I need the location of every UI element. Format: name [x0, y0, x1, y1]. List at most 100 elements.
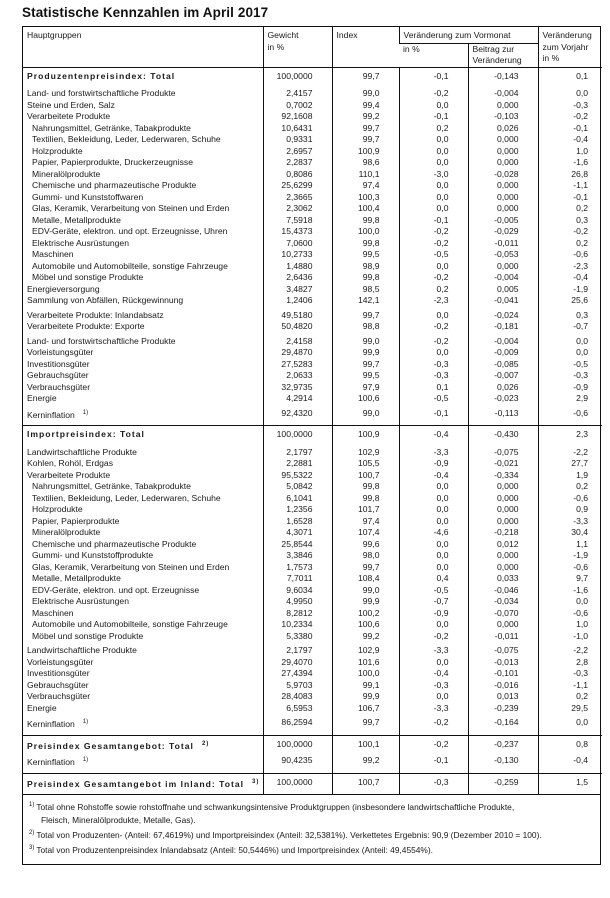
- vormonat-pct-cell: -0,1: [398, 752, 468, 773]
- header-gewicht: Gewicht in %: [262, 27, 332, 67]
- index-cell: 97,9: [331, 381, 399, 393]
- row-label-text: Holzprodukte: [32, 504, 83, 514]
- vorjahr-cell: 0,3: [537, 214, 603, 226]
- beitrag-cell: 0,005: [467, 283, 539, 295]
- vormonat-pct-cell: 0,4: [398, 573, 468, 585]
- gewicht-cell: 1,2356: [262, 504, 332, 516]
- vorjahr-cell: 0,8: [537, 734, 603, 752]
- beitrag-cell: 0,033: [467, 573, 539, 585]
- table-row: Holzprodukte 2,6957 100,9 0,0 0,000 1,0: [23, 145, 603, 157]
- vormonat-pct-cell: -3,3: [398, 642, 468, 657]
- beitrag-cell: -0,016: [467, 679, 539, 691]
- row-label: Land- und forstwirtschaftliche Produkte: [23, 82, 263, 100]
- index-cell: 99,7: [331, 306, 399, 321]
- header-index: Index: [331, 27, 399, 67]
- index-cell: 99,7: [331, 66, 399, 82]
- table-row: Landwirtschaftliche Produkte 2,1797 102,9-…: [23, 642, 603, 657]
- index-cell: 142,1: [331, 295, 399, 307]
- vorjahr-cell: 1,0: [537, 619, 603, 631]
- header-vorjahr-line1: Veränderung: [542, 30, 592, 40]
- vormonat-pct-cell: 0,0: [398, 492, 468, 504]
- row-label-text: Landwirtschaftliche Produkte: [27, 645, 137, 655]
- gewicht-cell: 7,5918: [262, 214, 332, 226]
- beitrag-cell: 0,000: [467, 157, 539, 169]
- index-cell: 99,0: [331, 332, 399, 347]
- beitrag-cell: -0,103: [467, 111, 539, 123]
- header-vormonat: Veränderung zum Vormonat: [398, 27, 539, 43]
- gewicht-cell: 6,1041: [262, 492, 332, 504]
- vormonat-pct-cell: 0,2: [398, 122, 468, 134]
- table-row: Elektrische Ausrüstungen 7,0600 99,8 -0,2 -0…: [23, 237, 603, 249]
- vormonat-pct-cell: -0,9: [398, 458, 468, 470]
- row-label: Verarbeitete Produkte: Inlandabsatz: [23, 307, 263, 322]
- index-cell: 99,9: [331, 347, 399, 359]
- gewicht-cell: 50,4820: [262, 321, 332, 333]
- vorjahr-cell: -0,6: [537, 492, 603, 504]
- footnote-mark: 3): [29, 845, 35, 851]
- footnote-text: Total von Produzenten- (Anteil: 67,4619%…: [36, 830, 542, 840]
- vorjahr-cell: -1,1: [537, 679, 603, 691]
- vorjahr-cell: -0,6: [537, 249, 603, 261]
- vorjahr-cell: -1,9: [537, 550, 603, 562]
- index-cell: 99,7: [331, 714, 399, 735]
- row-label-text: Preisindex Gesamtangebot im Inland: Tota…: [27, 778, 245, 789]
- row-label: Verarbeitete Produkte: [23, 470, 263, 482]
- index-cell: 97,4: [331, 515, 399, 527]
- index-cell: 101,7: [331, 504, 399, 516]
- row-label-text: Kerninflation: [27, 719, 75, 729]
- row-label-text: Chemische und pharmazeutische Produkte: [32, 180, 197, 190]
- row-label: EDV-Geräte, elektron. und opt. Erzeugnis…: [23, 226, 263, 238]
- gewicht-cell: 2,1797: [262, 642, 332, 657]
- beitrag-cell: -0,004: [467, 82, 539, 100]
- row-label-text: Sammlung von Abfällen, Rückgewinnung: [27, 295, 184, 305]
- vorjahr-cell: -1,9: [537, 283, 603, 295]
- row-label: Investitionsgüter: [23, 668, 263, 680]
- beitrag-cell: 0,000: [467, 550, 539, 562]
- index-cell: 98,6: [331, 157, 399, 169]
- gewicht-cell: 3,4827: [262, 283, 332, 295]
- row-label-text: Kohlen, Rohöl, Erdgas: [27, 458, 113, 468]
- header-hauptgruppen: Hauptgruppen: [27, 30, 82, 40]
- vormonat-pct-cell: -0,1: [398, 111, 468, 123]
- table-row: Maschinen 8,2812 100,2 -0,9 -0,070 -0,6: [23, 607, 603, 619]
- vorjahr-cell: 0,0: [537, 714, 603, 735]
- vormonat-pct-cell: -2,3: [398, 295, 468, 307]
- gewicht-cell: 1,2406: [262, 295, 332, 307]
- index-cell: 99,8: [331, 272, 399, 284]
- gewicht-cell: 0,8086: [262, 168, 332, 180]
- gewicht-cell: 25,6299: [262, 180, 332, 192]
- index-cell: 99,8: [331, 481, 399, 493]
- beitrag-cell: -0,004: [467, 272, 539, 284]
- table-row: Metalle, Metallprodukte 7,5918 99,8 -0,1 -0,…: [23, 214, 603, 226]
- beitrag-cell: -0,005: [467, 214, 539, 226]
- table-row: Sammlung von Abfällen, Rückgewinnung 1,24…: [23, 295, 603, 307]
- vorjahr-cell: -2,2: [537, 642, 603, 657]
- table-row: Verarbeitete Produkte 95,5322 100,7 -0,4 -0,…: [23, 469, 603, 482]
- beitrag-cell: 0,000: [467, 504, 539, 516]
- gewicht-cell: 2,0633: [262, 370, 332, 382]
- beitrag-cell: -0,085: [467, 358, 539, 370]
- vorjahr-cell: -0,2: [537, 111, 603, 123]
- index-cell: 102,9: [331, 440, 399, 458]
- index-cell: 99,7: [331, 561, 399, 573]
- vormonat-pct-cell: -0,1: [398, 404, 468, 426]
- vormonat-pct-cell: -0,5: [398, 393, 468, 405]
- vorjahr-cell: 0,1: [537, 66, 603, 82]
- vormonat-pct-cell: 0,0: [398, 306, 468, 321]
- index-cell: 101,6: [331, 656, 399, 668]
- total-row: Importpreisindex: Total 100,0000 100,9 -0,4…: [23, 425, 603, 441]
- index-cell: 108,4: [331, 573, 399, 585]
- table-row: Investitionsgüter 27,4394 100,0 -0,4 -0,101-…: [23, 668, 603, 680]
- gewicht-cell: 29,4870: [262, 347, 332, 359]
- vorjahr-cell: 2,8: [537, 656, 603, 668]
- vormonat-pct-cell: 0,1: [398, 381, 468, 393]
- page-title: Statistische Kennzahlen im April 2017: [22, 5, 269, 20]
- beitrag-cell: 0,026: [467, 122, 539, 134]
- footnote-ref: 2): [201, 740, 210, 747]
- row-label-text: Landwirtschaftliche Produkte: [27, 446, 137, 457]
- header-gewicht-unit: in %: [267, 41, 285, 52]
- index-cell: 99,8: [331, 492, 399, 504]
- vorjahr-cell: 1,5: [537, 772, 603, 794]
- table-row: Glas, Keramik, Verarbeitung von Steinen …: [23, 561, 603, 573]
- gewicht-cell: 2,6957: [262, 145, 332, 157]
